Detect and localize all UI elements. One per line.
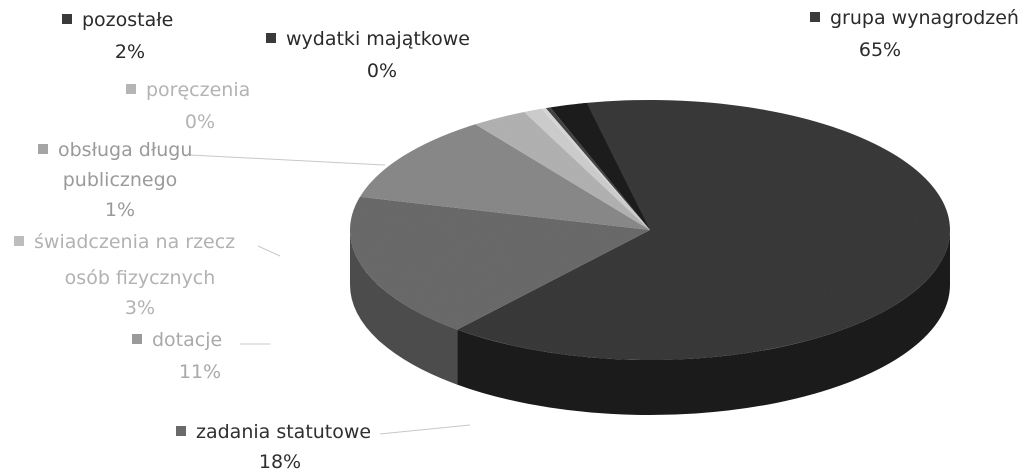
- series-name-poreczenia: poręczenia: [146, 79, 250, 101]
- label-swiadczenia-na-rzecz-osob-fizycznych: świadczenia na rzecz osób fizycznych 3%: [14, 231, 235, 319]
- slice-poreczenia: [541, 108, 650, 230]
- data-label-zadania-statutowe: 18%: [259, 451, 301, 471]
- leader-line-zadania-statutowe: [379, 424, 471, 435]
- series-name-grupa-wynagrodzen: grupa wynagrodzeń: [830, 7, 1019, 29]
- leader-line-obsluga-dlugu-publicznego: [189, 154, 386, 166]
- series-name-obsluga-dlugu-publicznego-2: publicznego: [63, 169, 178, 191]
- series-name-swiadczenia-na-rzecz-osob-fizycznych: świadczenia na rzecz: [34, 231, 235, 253]
- label-wydatki-majatkowe: wydatki majątkowe 0%: [266, 28, 470, 82]
- data-labels: grupa wynagrodzeń 65% zadania statutowe 18%…: [14, 7, 1019, 471]
- label-dotacje: dotacje 11%: [132, 329, 222, 383]
- leader-line-swiadczenia-na-rzecz-osob-fizycznych: [257, 245, 281, 257]
- slice-side-grupa-wynagrodzen: [457, 230, 950, 415]
- series-name-swiadczenia-na-rzecz-osob-fizycznych-2: osób fizycznych: [65, 267, 216, 289]
- series-name-zadania-statutowe: zadania statutowe: [196, 421, 371, 443]
- data-label-poreczenia: 0%: [185, 111, 215, 133]
- slice-pozostale: [550, 102, 650, 230]
- pie-tops: [350, 100, 950, 361]
- pie-sides: [350, 230, 950, 415]
- legend-marker-pozostale: [62, 14, 72, 24]
- label-pozostale: pozostałe 2%: [62, 9, 173, 63]
- data-label-obsluga-dlugu-publicznego: 1%: [105, 199, 135, 221]
- slice-wydatki-majatkowe: [545, 107, 650, 230]
- slice-obsluga-dlugu-publicznego: [524, 108, 650, 230]
- legend-marker-poreczenia: [126, 84, 136, 94]
- data-label-swiadczenia-na-rzecz-osob-fizycznych: 3%: [125, 297, 155, 319]
- data-label-wydatki-majatkowe: 0%: [367, 60, 397, 82]
- label-obsluga-dlugu-publicznego: obsługa długu publicznego 1%: [38, 139, 192, 221]
- label-zadania-statutowe: zadania statutowe 18%: [176, 421, 371, 471]
- data-label-pozostale: 2%: [115, 41, 145, 63]
- leader-lines: [189, 154, 471, 435]
- series-name-pozostale: pozostałe: [82, 9, 173, 31]
- slice-swiadczenia-na-rzecz-osob-fizycznych: [475, 111, 650, 230]
- slice-zadania-statutowe: [350, 196, 650, 330]
- series-name-wydatki-majatkowe: wydatki majątkowe: [286, 28, 470, 50]
- series-name-dotacje: dotacje: [152, 329, 222, 351]
- legend-marker-zadania-statutowe: [176, 426, 186, 436]
- legend-marker-grupa-wynagrodzen: [810, 12, 820, 22]
- legend-marker-swiadczenia-na-rzecz-osob-fizycznych: [14, 236, 24, 246]
- label-poreczenia: poręczenia 0%: [126, 79, 250, 133]
- slice-grupa-wynagrodzen: [457, 100, 950, 361]
- label-grupa-wynagrodzen: grupa wynagrodzeń 65%: [810, 7, 1019, 61]
- data-label-dotacje: 11%: [179, 361, 221, 383]
- series-name-obsluga-dlugu-publicznego: obsługa długu: [58, 139, 192, 161]
- legend-marker-dotacje: [132, 334, 142, 344]
- legend-marker-obsluga-dlugu-publicznego: [38, 144, 48, 154]
- slice-dotacje: [359, 124, 650, 230]
- legend-marker-wydatki-majatkowe: [266, 33, 276, 43]
- slice-side-zadania-statutowe: [350, 230, 458, 385]
- data-label-grupa-wynagrodzen: 65%: [859, 39, 901, 61]
